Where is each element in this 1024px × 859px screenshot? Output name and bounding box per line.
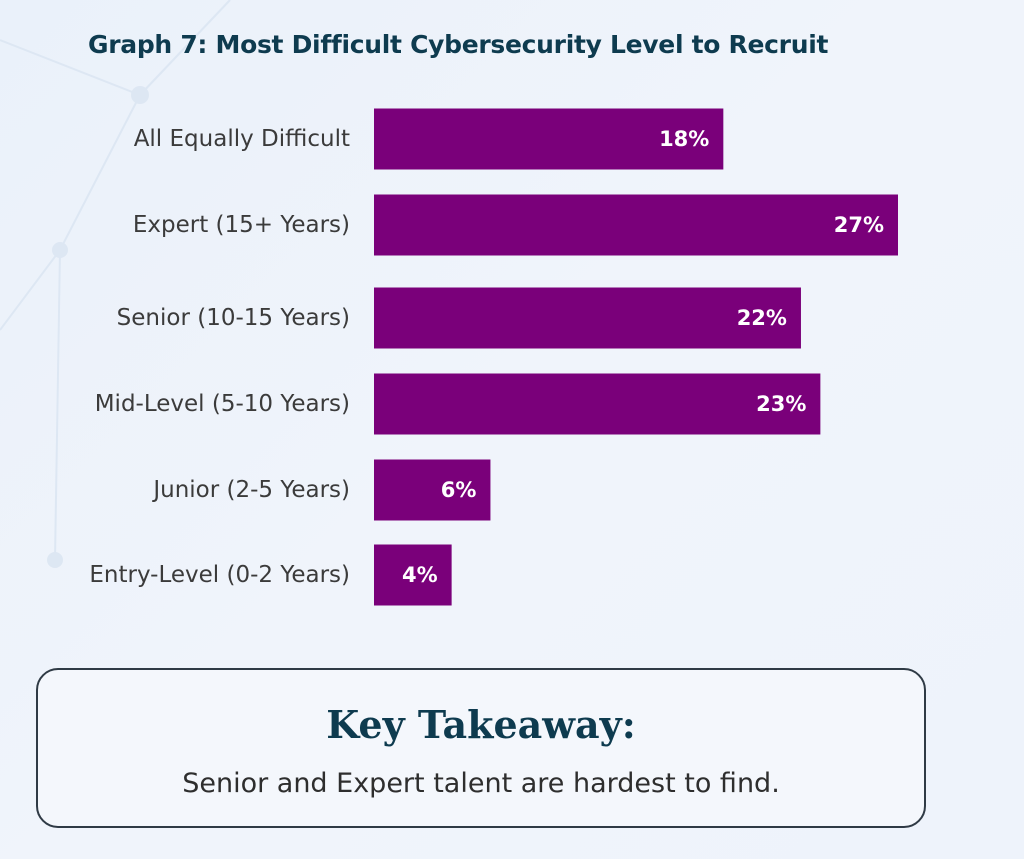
key-takeaway-text: Senior and Expert talent are hardest to … — [182, 768, 780, 799]
bar-5 — [374, 544, 452, 606]
category-label-5: Entry-Level (0-2 Years) — [89, 562, 350, 588]
bar-chart: All Equally Difficult 18% Expert (15+ Year… — [89, 108, 898, 606]
bar-group: All Equally Difficult 18% Expert (15+ Year… — [89, 108, 898, 606]
bar-4 — [374, 459, 491, 521]
category-label-1: Expert (15+ Years) — [133, 212, 350, 238]
chart-title: Graph 7: Most Difficult Cybersecurity Le… — [88, 30, 829, 59]
bar-3 — [374, 373, 821, 435]
value-label-2: 22% — [737, 306, 787, 330]
category-label-2: Senior (10-15 Years) — [117, 305, 350, 331]
value-label-0: 18% — [659, 127, 709, 151]
value-label-4: 6% — [441, 478, 477, 502]
bar-1 — [374, 194, 898, 256]
bar-0 — [374, 108, 724, 170]
category-label-0: All Equally Difficult — [134, 126, 350, 152]
value-label-5: 4% — [402, 563, 438, 587]
bar-2 — [374, 287, 801, 349]
key-takeaway-box: Key Takeaway: Senior and Expert talent a… — [36, 668, 926, 828]
category-label-4: Junior (2-5 Years) — [151, 477, 350, 503]
value-label-3: 23% — [756, 392, 806, 416]
key-takeaway-title: Key Takeaway: — [326, 702, 636, 747]
category-label-3: Mid-Level (5-10 Years) — [95, 391, 350, 417]
value-label-1: 27% — [834, 213, 884, 237]
